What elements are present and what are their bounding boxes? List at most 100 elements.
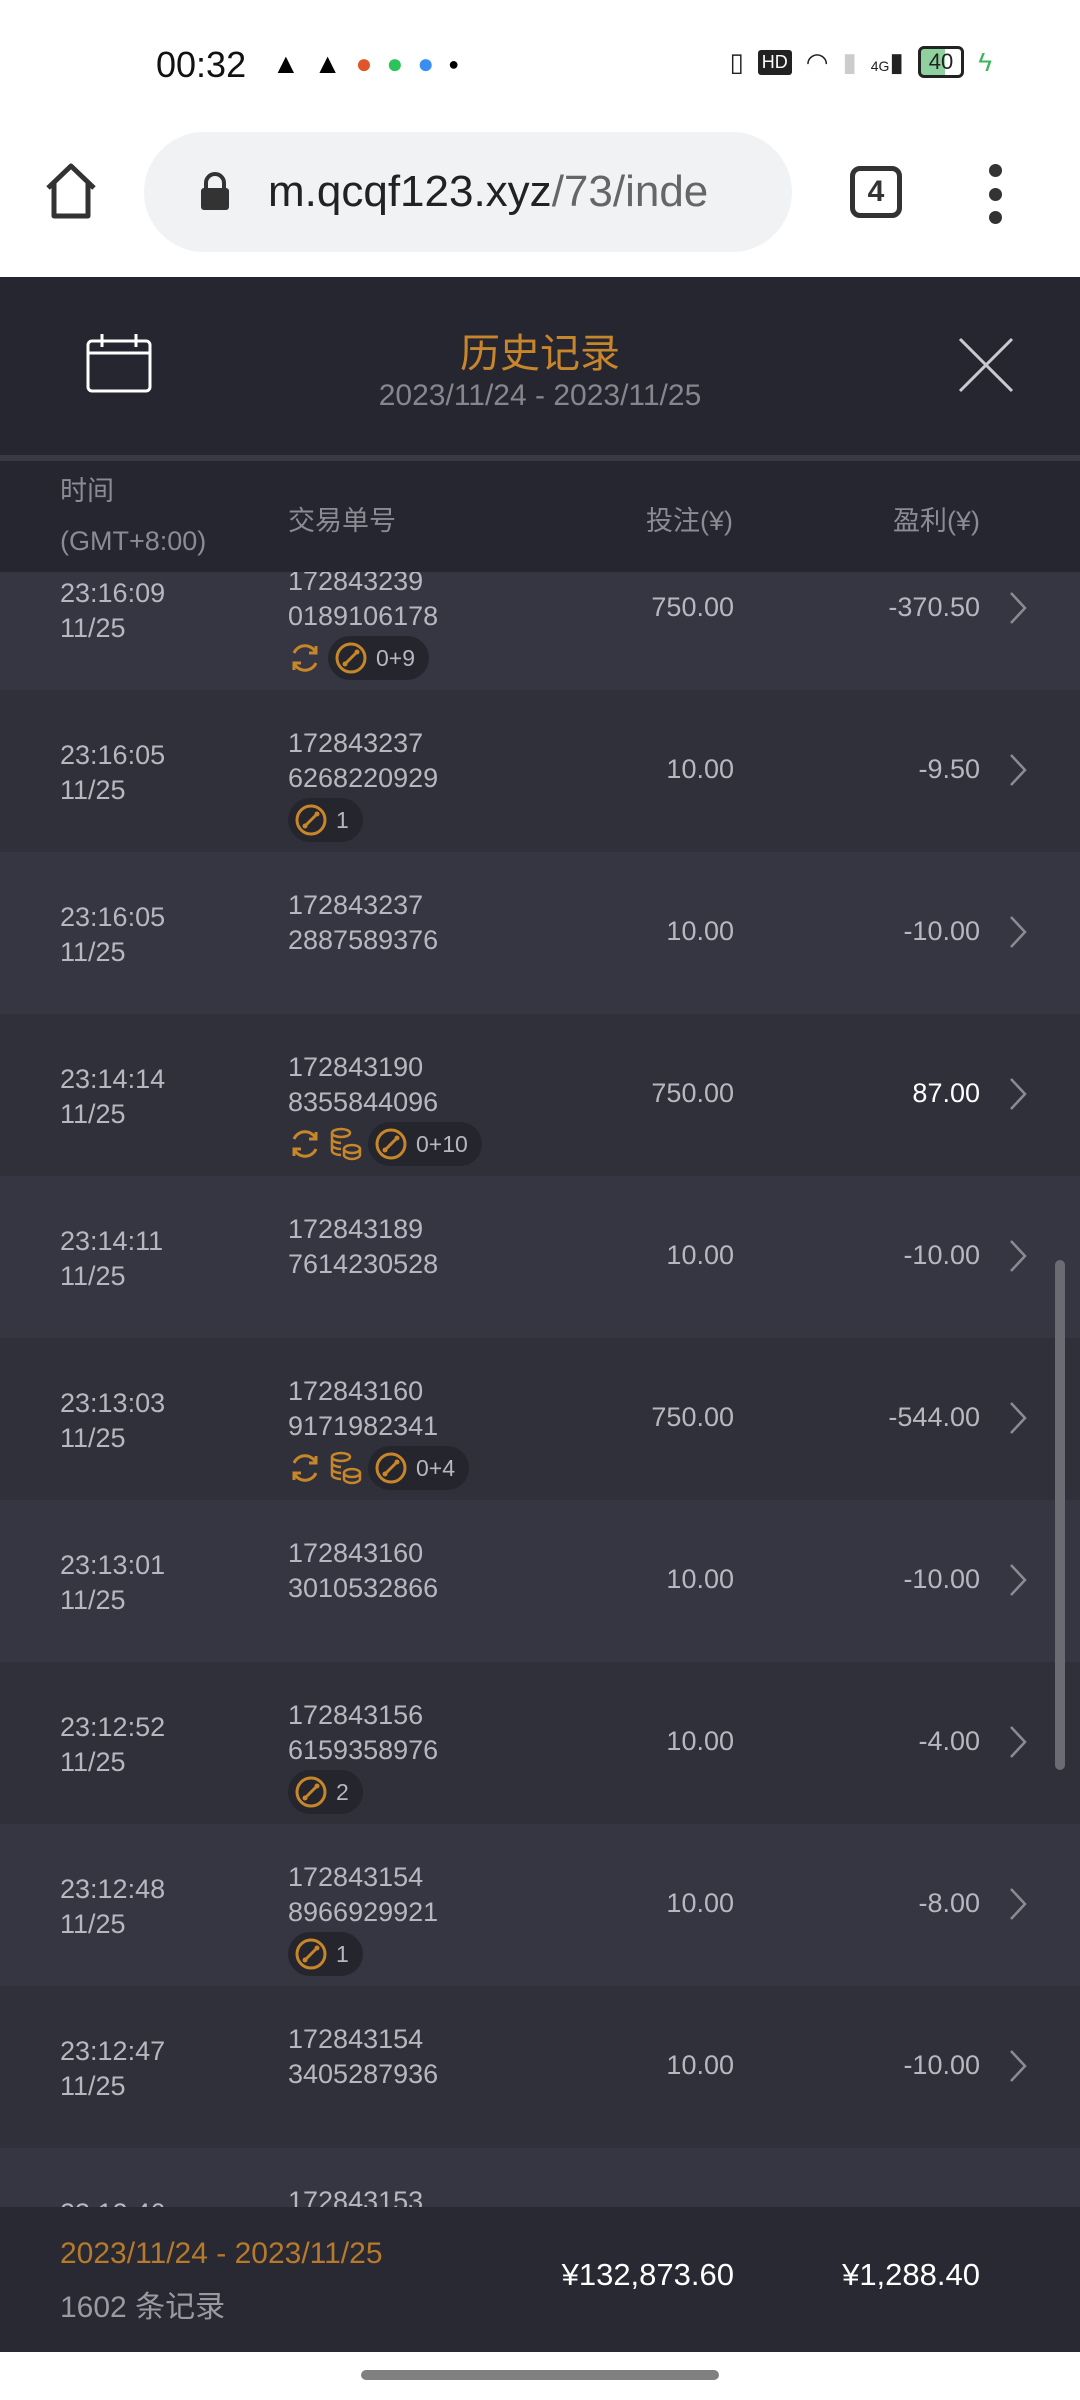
lock-icon xyxy=(201,172,229,210)
row-profit: -4.00 xyxy=(918,1726,980,1756)
chevron-right-icon[interactable] xyxy=(1008,1562,1028,1598)
bet-type-pill: 2 xyxy=(288,1770,363,1814)
bet-type-count: 0+10 xyxy=(416,1130,468,1157)
ball-icon xyxy=(335,642,367,674)
column-time: 时间 xyxy=(60,476,114,506)
status-time: 00:32 xyxy=(156,44,247,85)
order-number-part1: 172843160 xyxy=(288,1538,424,1568)
bet-type-pill: 0+9 xyxy=(328,636,430,680)
battery-icon: 40 xyxy=(917,46,965,78)
row-date: 11/25 xyxy=(60,775,126,805)
order-number-part2: 3010532866 xyxy=(288,1573,439,1603)
order-number-part1: 172843189 xyxy=(288,1214,424,1244)
row-bet: 750.00 xyxy=(651,1402,734,1432)
notification-icons: ▲ ▲ ● ● ● ● xyxy=(272,48,459,80)
home-indicator[interactable] xyxy=(361,2370,719,2380)
coins-icon xyxy=(330,1127,362,1161)
bet-tags: 2 xyxy=(288,1770,438,1814)
column-profit: 盈利(¥) xyxy=(893,506,980,536)
chevron-right-icon[interactable] xyxy=(1008,752,1028,788)
ball-icon xyxy=(295,804,327,836)
gesture-bar xyxy=(0,2352,1080,2400)
order-number-part1: 172843237 xyxy=(288,728,424,758)
wifi-icon: ◠ xyxy=(805,46,829,77)
chevron-right-icon[interactable] xyxy=(1008,1886,1028,1922)
scrollbar[interactable] xyxy=(1055,1260,1065,1770)
row-time: 23:12:48 xyxy=(60,1874,166,1904)
chevron-right-icon[interactable] xyxy=(1008,1238,1028,1274)
row-time: 23:16:05 xyxy=(60,902,166,932)
row-profit: -10.00 xyxy=(903,916,980,946)
bet-tags: 1 xyxy=(288,1932,438,1976)
order-number-part2: 2887589376 xyxy=(288,925,439,955)
refresh-icon xyxy=(292,644,318,672)
ball-icon xyxy=(375,1128,407,1160)
row-bet: 750.00 xyxy=(651,1078,734,1108)
order-number-part2: 0189106178 xyxy=(288,601,439,631)
total-bet: ¥132,873.60 xyxy=(561,2257,734,2292)
table-row[interactable]: 23:16:05 11/25 172843237 6268220929 1 10.00 -9… xyxy=(0,690,1080,852)
tab-switcher-button[interactable]: 4 xyxy=(850,166,902,218)
panel-header: 历史记录 2023/11/24 - 2023/11/25 xyxy=(0,277,1080,455)
address-bar[interactable]: m.qcqf123.xyz/73/inde xyxy=(144,132,792,252)
row-time: 23:12:52 xyxy=(60,1712,166,1742)
system-icons: ▯ HD ◠ ▮ 4G▮ 40 ϟ xyxy=(729,46,992,78)
url-host: m.qcqf123.xyz xyxy=(268,167,552,216)
table-row[interactable]: 23:14:11 11/25 172843189 7614230528 10.00 -10… xyxy=(0,1176,1080,1338)
bet-type-count: 0+4 xyxy=(416,1454,456,1481)
row-profit: -544.00 xyxy=(888,1402,980,1432)
more-menu-icon[interactable] xyxy=(985,164,1005,224)
refresh-icon xyxy=(292,1454,318,1482)
bet-type-pill: 1 xyxy=(288,798,363,842)
row-profit: -370.50 xyxy=(888,592,980,622)
column-order: 交易单号 xyxy=(288,506,396,536)
order-number-part1: 172843160 xyxy=(288,1376,424,1406)
row-bet: 10.00 xyxy=(666,1564,734,1594)
calendar-icon[interactable] xyxy=(86,333,152,393)
order-number-part1: 172843156 xyxy=(288,1700,424,1730)
history-list: 23:16:09 11/25 172843239 0189106178 0+9 750.0… xyxy=(0,572,1080,2352)
order-number-part1: 172843237 xyxy=(288,890,424,920)
column-timezone: (GMT+8:00) xyxy=(60,526,207,556)
order-number-part2: 8966929921 xyxy=(288,1897,439,1927)
chevron-right-icon[interactable] xyxy=(1008,1076,1028,1112)
table-row[interactable]: 23:16:09 11/25 172843239 0189106178 0+9 750.0… xyxy=(0,572,1080,690)
chevron-right-icon[interactable] xyxy=(1008,590,1028,626)
bet-type-pill: 0+10 xyxy=(368,1122,482,1166)
table-row[interactable]: 23:13:01 11/25 172843160 3010532866 10.00 -10… xyxy=(0,1500,1080,1662)
home-icon[interactable] xyxy=(40,160,102,222)
ball-icon xyxy=(295,1776,327,1808)
table-row[interactable]: 23:12:48 11/25 172843154 8966929921 1 10.00 -8… xyxy=(0,1824,1080,1986)
row-profit: -10.00 xyxy=(903,1240,980,1270)
warning-icon: ▲ xyxy=(272,48,300,79)
coins-icon xyxy=(330,1451,362,1485)
signal-4g-icon: 4G▮ xyxy=(870,46,904,77)
order-number-part1: 172843239 xyxy=(288,572,424,596)
row-profit: -8.00 xyxy=(918,1888,980,1918)
chevron-right-icon[interactable] xyxy=(1008,1400,1028,1436)
row-bet: 10.00 xyxy=(666,916,734,946)
row-profit: -9.50 xyxy=(918,754,980,784)
table-row[interactable]: 23:13:03 11/25 172843160 9171982341 0+4 750.0… xyxy=(0,1338,1080,1500)
chevron-right-icon[interactable] xyxy=(1008,914,1028,950)
table-row[interactable]: 23:16:05 11/25 172843237 2887589376 10.00 -10… xyxy=(0,852,1080,1014)
order-number-part2: 6159358976 xyxy=(288,1735,439,1765)
table-row[interactable]: 23:14:14 11/25 172843190 8355844096 0+10 750.… xyxy=(0,1014,1080,1176)
order-number-part1: 172843190 xyxy=(288,1052,424,1082)
bet-type-count: 1 xyxy=(336,806,349,833)
app-notification-icon: ● xyxy=(417,48,435,79)
page-title: 历史记录 xyxy=(460,332,620,376)
row-date: 11/25 xyxy=(60,613,126,643)
row-bet: 10.00 xyxy=(666,754,734,784)
table-row[interactable]: 23:12:47 11/25 172843154 3405287936 10.00 -10… xyxy=(0,1986,1080,2148)
order-number-part1: 172843154 xyxy=(288,2024,424,2054)
table-row[interactable]: 23:12:52 11/25 172843156 6159358976 2 10.00 -4… xyxy=(0,1662,1080,1824)
table-header: 时间 (GMT+8:00) 交易单号 投注(¥) 盈利(¥) xyxy=(0,461,1080,572)
row-date: 11/25 xyxy=(60,2071,126,2101)
close-icon[interactable] xyxy=(956,335,1016,395)
chevron-right-icon[interactable] xyxy=(1008,1724,1028,1760)
warning-icon: ▲ xyxy=(313,48,342,79)
row-date: 11/25 xyxy=(60,1747,126,1777)
chat-notification-icon: ● xyxy=(386,48,404,79)
chevron-right-icon[interactable] xyxy=(1008,2048,1028,2084)
